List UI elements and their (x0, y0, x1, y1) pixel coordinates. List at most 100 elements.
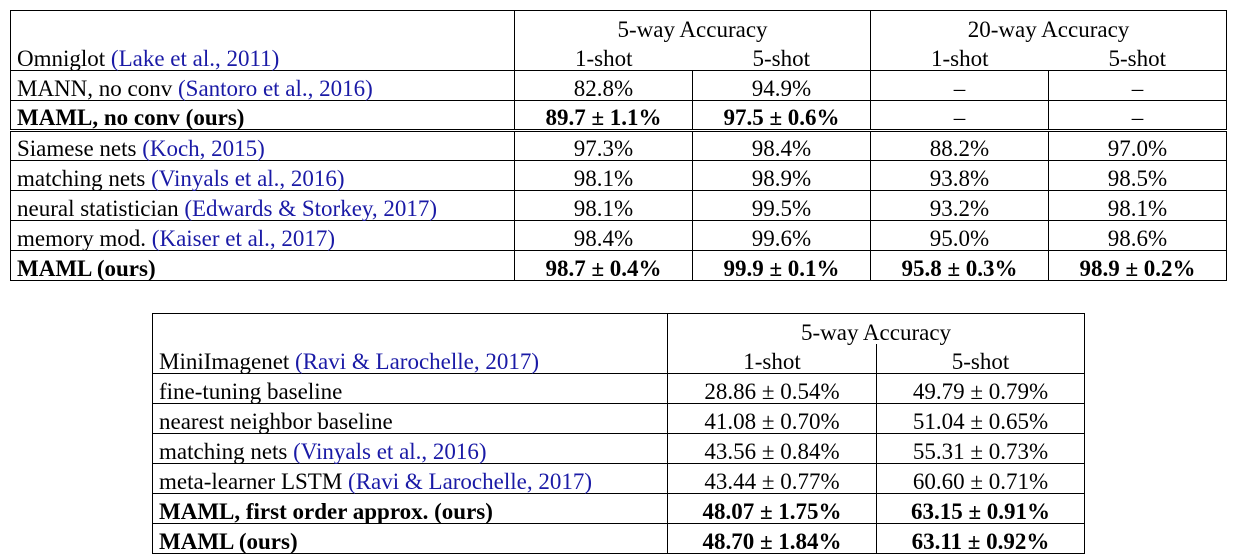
dataset-header: Omniglot (Lake et al., 2011) (11, 41, 515, 71)
value-cell: 98.6% (1048, 220, 1227, 251)
value-cell: 95.0% (870, 220, 1049, 251)
value-cell: 28.86 ± 0.54% (667, 373, 877, 404)
column-header-1shot: 1-shot (870, 40, 1049, 71)
value-cell: 99.9 ± 0.1% (692, 250, 871, 281)
method-name: matching nets (159, 439, 294, 464)
method-cell: memory mod. (Kaiser et al., 2017) (10, 220, 515, 251)
value-cell: 98.4% (514, 220, 693, 251)
value-cell: 98.9% (692, 160, 871, 191)
value-cell: 63.15 ± 0.91% (876, 493, 1085, 524)
value-cell: 63.11 ± 0.92% (876, 523, 1085, 554)
table-row: MAML, first order approx. (ours) 48.07 ±… (152, 493, 1085, 524)
value-cell: – (870, 100, 1049, 131)
dataset-name: Omniglot (17, 46, 106, 71)
table-row: MAML (ours) 98.7 ± 0.4% 99.9 ± 0.1% 95.8… (10, 250, 1227, 281)
value-cell: 55.31 ± 0.73% (876, 433, 1085, 464)
value-cell: 98.1% (1048, 190, 1227, 221)
method-cell: MAML, no conv (ours) (10, 100, 515, 131)
table-header-row: MiniImagenet (Ravi & Larochelle, 2017) 1… (153, 343, 1085, 374)
group-header-5way: 5-way Accuracy (667, 313, 1085, 344)
group-header-20way: 20-way Accuracy (870, 10, 1227, 41)
table-row: Siamese nets (Koch, 2015) 97.3% 98.4% 88… (10, 129, 1227, 161)
method-name: memory mod. (17, 226, 152, 251)
method-name: neural statistician (17, 196, 185, 221)
method-name: meta-learner LSTM (159, 469, 349, 494)
value-cell: 98.9 ± 0.2% (1048, 250, 1227, 281)
value-cell: 97.3% (514, 129, 693, 161)
method-cell: MAML (ours) (10, 250, 515, 281)
value-cell: 98.1% (514, 160, 693, 191)
column-header-1shot: 1-shot (514, 40, 693, 71)
method-cell: MAML (ours) (152, 523, 668, 554)
value-cell: 95.8 ± 0.3% (870, 250, 1049, 281)
dataset-header: MiniImagenet (Ravi & Larochelle, 2017) (153, 344, 668, 374)
value-cell: 99.6% (692, 220, 871, 251)
table-row: MANN, no conv (Santoro et al., 2016) 82.… (10, 70, 1227, 101)
method-name: MAML, first order approx. (ours) (159, 499, 493, 524)
value-cell: 98.7 ± 0.4% (514, 250, 693, 281)
method-cell: matching nets (Vinyals et al., 2016) (10, 160, 515, 191)
value-cell: 48.07 ± 1.75% (667, 493, 877, 524)
value-cell: – (870, 70, 1049, 101)
value-cell: 97.5 ± 0.6% (692, 100, 871, 131)
value-cell: 88.2% (870, 129, 1049, 161)
column-header-5shot: 5-shot (876, 343, 1085, 374)
citation-link[interactable]: (Santoro et al., 2016) (178, 76, 373, 101)
method-cell: MAML, first order approx. (ours) (152, 493, 668, 524)
value-cell: – (1048, 70, 1227, 101)
value-cell: 43.56 ± 0.84% (667, 433, 877, 464)
table-row: neural statistician (Edwards & Storkey, … (10, 190, 1227, 221)
table-row: memory mod. (Kaiser et al., 2017) 98.4% … (10, 220, 1227, 251)
citation-link[interactable]: (Edwards & Storkey, 2017) (184, 196, 438, 221)
omniglot-results-table: 5-way Accuracy 20-way Accuracy Omniglot … (10, 10, 1227, 281)
value-cell: 82.8% (514, 70, 693, 101)
method-name: MAML (ours) (159, 529, 298, 554)
citation-link[interactable]: (Vinyals et al., 2016) (293, 439, 487, 464)
value-cell: 41.08 ± 0.70% (667, 403, 877, 434)
value-cell: 98.4% (692, 129, 871, 161)
method-name: nearest neighbor baseline (159, 409, 393, 434)
method-cell: MANN, no conv (Santoro et al., 2016) (10, 70, 515, 101)
group-header-5way: 5-way Accuracy (514, 10, 871, 41)
citation-link[interactable]: (Ravi & Larochelle, 2017) (348, 469, 593, 494)
method-name: Siamese nets (17, 136, 143, 161)
method-name: MANN, no conv (17, 76, 178, 101)
table-row: MAML, no conv (ours) 89.7 ± 1.1% 97.5 ± … (10, 100, 1227, 131)
value-cell: 98.1% (514, 190, 693, 221)
citation-link[interactable]: (Vinyals et al., 2016) (151, 166, 345, 191)
column-header-5shot: 5-shot (1108, 46, 1167, 71)
value-cell: 93.2% (870, 190, 1049, 221)
citation-link[interactable]: (Lake et al., 2011) (110, 46, 280, 71)
value-cell: 48.70 ± 1.84% (667, 523, 877, 554)
table-row: MAML (ours) 48.70 ± 1.84% 63.11 ± 0.92% (152, 523, 1085, 554)
value-cell: 51.04 ± 0.65% (876, 403, 1085, 434)
method-cell: meta-learner LSTM (Ravi & Larochelle, 20… (152, 463, 668, 494)
value-cell: 97.0% (1048, 129, 1227, 161)
table-row: matching nets (Vinyals et al., 2016) 43.… (152, 433, 1085, 464)
citation-link[interactable]: (Kaiser et al., 2017) (151, 226, 336, 251)
value-cell: 99.5% (692, 190, 871, 221)
value-cell: 89.7 ± 1.1% (514, 100, 693, 131)
table-row: meta-learner LSTM (Ravi & Larochelle, 20… (152, 463, 1085, 494)
table-row: fine-tuning baseline 28.86 ± 0.54% 49.79… (152, 373, 1085, 404)
value-cell: 98.5% (1048, 160, 1227, 191)
table-header-row: 5-way Accuracy 20-way Accuracy (11, 10, 1227, 41)
method-name: MAML, no conv (ours) (17, 105, 245, 130)
method-cell: nearest neighbor baseline (152, 403, 668, 434)
method-name: MAML (ours) (17, 256, 156, 281)
table-row: nearest neighbor baseline 41.08 ± 0.70% … (152, 403, 1085, 434)
method-cell: fine-tuning baseline (152, 373, 668, 404)
method-name: fine-tuning baseline (159, 379, 343, 404)
value-cell: 93.8% (870, 160, 1049, 191)
value-cell: 60.60 ± 0.71% (876, 463, 1085, 494)
method-cell: neural statistician (Edwards & Storkey, … (10, 190, 515, 221)
value-cell: 49.79 ± 0.79% (876, 373, 1085, 404)
method-name: matching nets (17, 166, 152, 191)
value-cell: 94.9% (692, 70, 871, 101)
table-header-row: Omniglot (Lake et al., 2011) 1-shot 5-sh… (11, 40, 1227, 71)
dataset-name: MiniImagenet (159, 349, 290, 374)
method-cell: matching nets (Vinyals et al., 2016) (152, 433, 668, 464)
citation-link[interactable]: (Koch, 2015) (142, 136, 265, 161)
column-header-5shot: 5-shot (752, 46, 811, 71)
citation-link[interactable]: (Ravi & Larochelle, 2017) (295, 349, 540, 374)
